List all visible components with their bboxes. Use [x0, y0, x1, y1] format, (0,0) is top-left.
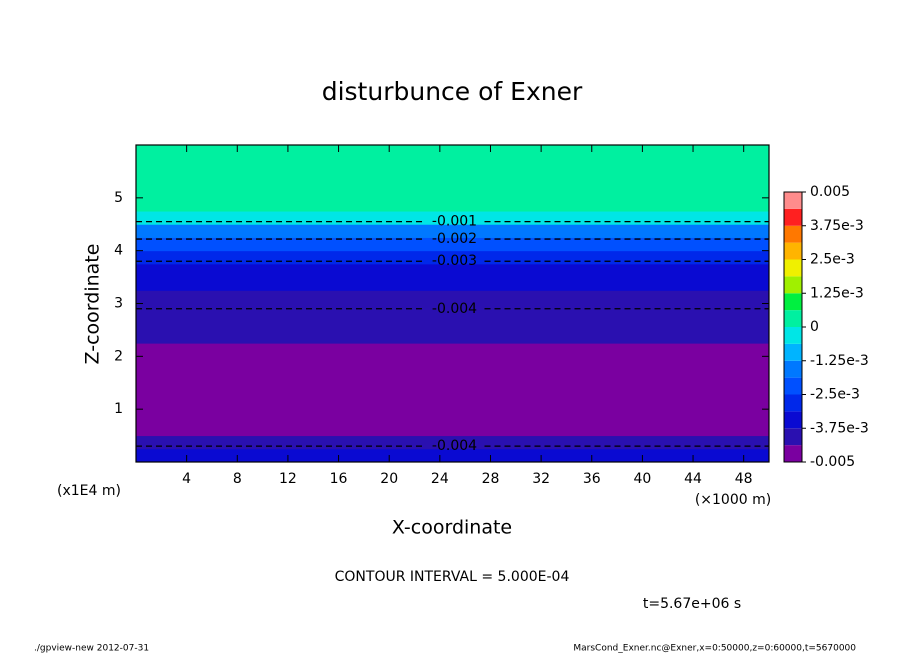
x-tick-label: 40: [633, 471, 651, 487]
field-band: [136, 145, 769, 159]
contour-label: -0.004: [432, 438, 477, 454]
field-band: [136, 263, 769, 278]
field-band: [136, 409, 769, 423]
colorbar-band: [784, 242, 802, 260]
contour-label: -0.003: [432, 253, 477, 269]
time-label: t=5.67e+06 s: [643, 596, 741, 612]
colorbar-tick-label: 0.005: [810, 184, 850, 200]
field-band: [136, 277, 769, 291]
field-band: [136, 211, 769, 225]
chart-title: disturbunce of Exner: [322, 77, 583, 106]
field-band: [136, 158, 769, 172]
colorbar-band: [784, 377, 802, 395]
field-band: [136, 422, 769, 437]
field-band: [136, 184, 769, 199]
colorbar-tick-label: -1.25e-3: [810, 353, 869, 369]
x-axis-unit: (×1000 m): [695, 492, 771, 508]
y-tick-label: 5: [114, 190, 123, 206]
x-tick-label: 32: [532, 471, 550, 487]
colorbar-tick-label: 3.75e-3: [810, 218, 864, 234]
field-band: [136, 395, 769, 410]
x-tick-label: 16: [330, 471, 348, 487]
colorbar-band: [784, 428, 802, 446]
field-band: [136, 435, 769, 450]
field-band: [136, 356, 769, 371]
footer-right: MarsCond_Exner.nc@Exner,x=0:50000,z=0:60…: [573, 644, 856, 654]
x-tick-label: 44: [684, 471, 702, 487]
y-axis-label: Z-coordinate: [82, 244, 104, 365]
x-tick-label: 20: [380, 471, 398, 487]
y-tick-label: 4: [114, 243, 123, 259]
field-band: [136, 369, 769, 384]
x-tick-label: 12: [279, 471, 297, 487]
x-tick-label: 4: [182, 471, 191, 487]
colorbar-band: [784, 225, 802, 243]
contour-label: -0.004: [432, 301, 477, 317]
x-axis-label: X-coordinate: [392, 517, 512, 539]
colorbar-band: [784, 259, 802, 277]
colorbar-band: [784, 276, 802, 294]
field-band: [136, 224, 769, 238]
field-band: [136, 250, 769, 265]
field-band: [136, 316, 769, 331]
colorbar-band: [784, 360, 802, 378]
y-tick-label: 1: [114, 401, 123, 417]
field-band: [136, 171, 769, 186]
colorbar-tick-label: 0: [810, 319, 819, 335]
field-band: [136, 448, 769, 463]
x-tick-label: 48: [735, 471, 753, 487]
colorbar-band: [784, 208, 802, 226]
colorbar-tick-label: -0.005: [810, 454, 855, 470]
colorbar-band: [784, 192, 802, 209]
colorbar-tick-label: 1.25e-3: [810, 285, 864, 301]
colorbar-band: [784, 343, 802, 361]
field-band: [136, 290, 769, 304]
contour-interval: CONTOUR INTERVAL = 5.000E-04: [335, 569, 570, 585]
colorbar-band: [784, 411, 802, 429]
contour-label: -0.001: [432, 214, 477, 230]
x-tick-label: 28: [482, 471, 500, 487]
x-tick-label: 24: [431, 471, 449, 487]
colorbar-tick-label: -2.5e-3: [810, 387, 860, 403]
field-band: [136, 303, 769, 318]
field-band: [136, 382, 769, 397]
contour-label: -0.002: [432, 231, 477, 247]
x-tick-label: 36: [583, 471, 601, 487]
colorbar-tick-label: 2.5e-3: [810, 252, 855, 268]
field-band: [136, 329, 769, 344]
y-tick-label: 3: [114, 296, 123, 312]
colorbar-band: [784, 394, 802, 412]
colorbar-band: [784, 293, 802, 311]
field-band: [136, 237, 769, 252]
colorbar-band: [784, 445, 802, 462]
colorbar-tick-label: -3.75e-3: [810, 420, 869, 436]
x-tick-label: 8: [233, 471, 242, 487]
y-axis-unit: (x1E4 m): [57, 483, 121, 499]
y-tick-label: 2: [114, 348, 123, 364]
colorbar-band: [784, 310, 802, 327]
footer-left: ./gpview-new 2012-07-31: [34, 644, 149, 654]
field-band: [136, 343, 769, 357]
field-band: [136, 197, 769, 212]
colorbar-band: [784, 327, 802, 344]
